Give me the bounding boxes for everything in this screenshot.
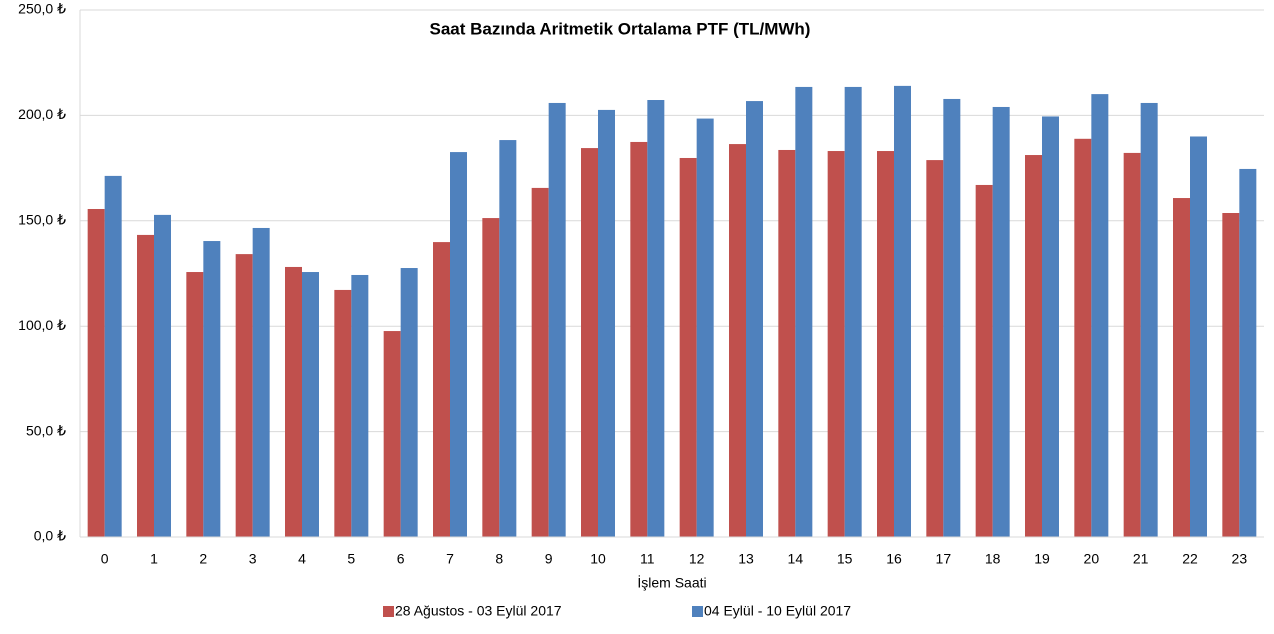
bar [630,141,648,537]
bar [992,106,1010,537]
x-tick-label: 2 [199,551,207,567]
bar [499,140,517,537]
bar [186,272,204,537]
x-tick-label: 9 [545,551,553,567]
bar [696,118,714,537]
bar [647,100,665,537]
bar [877,151,894,537]
bar [548,102,566,537]
x-tick-label: 3 [249,551,257,567]
bar [679,157,697,537]
bar [795,86,813,537]
x-tick-label: 18 [985,551,1001,567]
x-tick-label: 23 [1232,551,1248,567]
bar [252,227,270,537]
bar [1173,198,1190,537]
bar [531,187,549,537]
bar [450,152,467,537]
y-tick-label: 200,0 ₺ [18,106,66,122]
bar [943,98,961,537]
legend-swatch [383,606,394,617]
x-tick-label: 6 [397,551,405,567]
bar [581,148,598,537]
x-tick-label: 15 [837,551,853,567]
bar [1042,116,1059,537]
bar [482,218,500,537]
x-tick-label: 20 [1084,551,1100,567]
x-tick-label: 8 [495,551,503,567]
x-tick-label: 13 [738,551,754,567]
y-tick-label: 50,0 ₺ [26,422,66,438]
x-tick-label: 17 [936,551,952,567]
bar [87,208,105,538]
legend-label: 04 Eylül - 10 Eylül 2017 [704,603,851,619]
bar [1123,152,1141,537]
bar [1222,213,1240,537]
bar [302,272,319,537]
bar [598,109,615,538]
y-tick-label: 100,0 ₺ [18,317,66,333]
bar [433,242,450,537]
x-tick-label: 19 [1034,551,1050,567]
bar [778,149,796,538]
x-tick-label: 10 [590,551,606,567]
x-axis-title: İşlem Saati [637,574,706,591]
x-tick-label: 22 [1182,551,1198,567]
bar [1074,138,1092,537]
bar [1091,94,1109,538]
bar [1190,136,1207,538]
bar [975,184,993,538]
bar [334,289,352,537]
bar [203,241,221,537]
y-tick-label: 150,0 ₺ [18,212,66,228]
bar [400,268,418,537]
bar [1140,102,1158,537]
bar [827,151,845,537]
legend-label: 28 Ağustos - 03 Eylül 2017 [395,603,562,619]
x-tick-label: 4 [298,551,306,567]
bar [746,101,763,537]
bar [235,254,253,538]
x-tick-label: 16 [886,551,902,567]
x-tick-label: 7 [446,551,454,567]
x-tick-label: 11 [640,551,655,567]
x-tick-label: 12 [689,551,705,567]
bar [1239,168,1257,537]
bar [285,266,302,537]
bar [894,85,911,537]
bar [383,331,401,537]
bar [926,160,944,537]
bar [154,214,171,538]
x-tick-label: 5 [347,551,355,567]
bar [137,234,154,538]
legend-swatch [692,606,703,617]
bar [729,144,746,538]
bar [1025,155,1042,537]
x-tick-label: 14 [788,551,804,567]
bar [104,175,122,537]
bar [844,86,862,537]
x-tick-label: 0 [101,551,109,567]
x-tick-label: 21 [1133,551,1149,567]
y-tick-label: 250,0 ₺ [18,1,66,17]
bar [351,274,369,537]
x-tick-label: 1 [150,551,158,567]
y-tick-label: 0,0 ₺ [34,528,66,544]
chart-title: Saat Bazında Aritmetik Ortalama PTF (TL/… [430,19,811,38]
